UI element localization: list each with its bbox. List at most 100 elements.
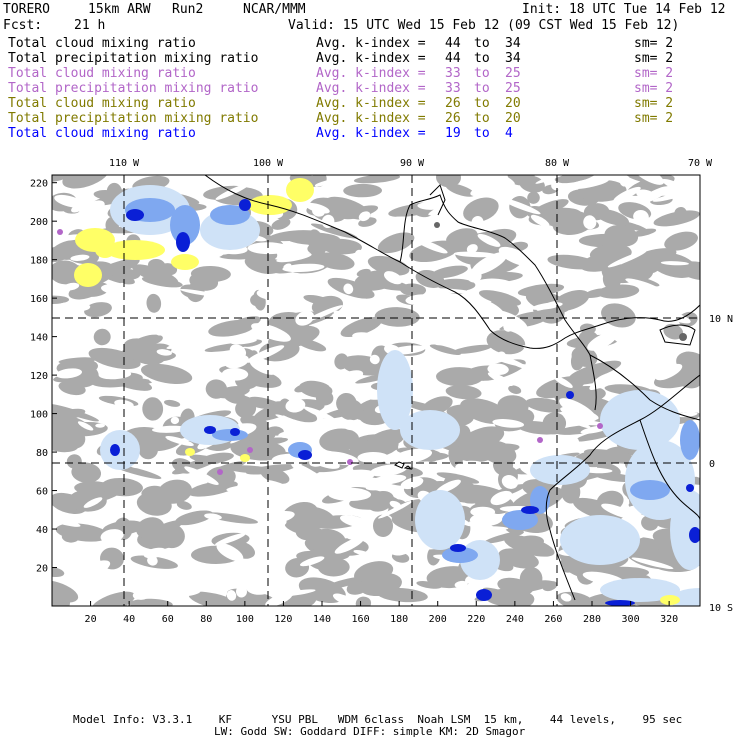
longitude-label: 100 W	[253, 158, 284, 169]
clear-gap	[85, 200, 105, 215]
legend-from: 26	[445, 96, 461, 111]
clear-gap	[369, 464, 408, 477]
clear-gap	[451, 358, 464, 366]
latitude-label: 0	[709, 459, 715, 470]
legend-from: 19	[445, 126, 461, 141]
cloud-mid-blue	[212, 429, 248, 441]
clear-gap	[378, 500, 414, 519]
clear-gap	[546, 570, 578, 587]
clear-gap	[487, 372, 513, 387]
cloud-gray-area	[602, 268, 621, 291]
legend-field: Total precipitation mixing ratio	[8, 111, 259, 126]
clear-gap	[54, 464, 64, 473]
clear-gap	[345, 527, 369, 541]
cloud-mid-blue	[502, 510, 538, 530]
legend-sm: sm= 2	[634, 51, 674, 66]
clear-gap	[276, 253, 312, 263]
clear-gap	[312, 206, 325, 217]
clear-gap	[365, 485, 382, 491]
clear-gap	[77, 560, 111, 580]
legend-sm: sm= 2	[634, 111, 674, 126]
coastline-pacific	[204, 175, 700, 349]
clear-gap	[299, 556, 325, 567]
legend-sm: sm= 2	[634, 36, 674, 51]
cloud-light-blue	[415, 490, 465, 550]
clear-gap	[184, 559, 201, 570]
cloud-gray-area	[678, 261, 700, 281]
cloud-gray-area	[52, 580, 79, 603]
clear-gap	[327, 487, 372, 502]
clear-gap	[438, 324, 448, 333]
x-tick-label: 100	[236, 614, 254, 625]
clear-gap	[334, 536, 365, 554]
cloud-gray-area	[594, 208, 629, 226]
clear-gap	[226, 485, 252, 492]
clear-gap	[531, 333, 544, 343]
y-tick-label: 60	[36, 487, 48, 498]
clear-gap	[62, 302, 91, 313]
x-tick-label: 20	[85, 614, 97, 625]
header-org: NCAR/MMM	[243, 2, 306, 17]
latitude-label: 10 N	[709, 314, 733, 325]
clear-gap	[264, 515, 287, 528]
precip-purple	[347, 459, 353, 465]
clear-gap	[560, 593, 572, 602]
cloud-gray-area	[93, 190, 121, 200]
clear-gap	[230, 338, 257, 345]
cloud-gray-area	[452, 344, 492, 354]
border-line	[639, 419, 700, 521]
clear-gap	[535, 175, 576, 184]
latitude-label: 10 S	[709, 603, 733, 614]
legend-from: 26	[445, 111, 461, 126]
clear-gap	[338, 471, 366, 479]
cloud-gray-area	[136, 517, 165, 540]
clear-gap	[242, 475, 255, 488]
precip-yellow	[185, 448, 195, 456]
clear-gap	[414, 238, 448, 254]
clear-gap	[148, 379, 183, 396]
clear-gap	[297, 468, 320, 479]
clear-gap	[661, 178, 690, 194]
clear-gap	[281, 536, 299, 548]
legend-to: 34	[505, 36, 521, 51]
clear-gap	[553, 375, 573, 388]
clear-gap	[587, 331, 618, 351]
clear-gap	[264, 479, 286, 488]
cloud-gray-area	[542, 581, 558, 592]
y-tick-label: 180	[30, 256, 48, 267]
cloud-mid-blue	[630, 480, 670, 500]
clear-gap	[428, 197, 466, 216]
legend-to-word: to	[474, 111, 490, 126]
clear-gap	[424, 302, 445, 316]
clear-gap	[256, 288, 284, 300]
y-tick-label: 20	[36, 564, 48, 575]
precip-yellow	[660, 595, 680, 605]
clear-gap	[223, 175, 252, 186]
clear-gap	[633, 209, 649, 224]
cloud-gray-area	[570, 349, 586, 371]
clear-gap	[479, 175, 515, 186]
coastline-caribbean	[399, 194, 597, 411]
clear-gap	[249, 360, 276, 375]
cloud-gray-area	[374, 307, 420, 327]
clear-gap	[314, 179, 337, 187]
legend-kindex: Avg. k-index =	[316, 66, 426, 81]
clear-gap	[453, 251, 497, 258]
cloud-gray-area	[519, 567, 543, 591]
clear-gap	[169, 587, 201, 597]
legend-from: 33	[445, 66, 461, 81]
clear-gap	[285, 398, 306, 413]
cloud-gray-area	[285, 232, 341, 246]
clear-gap	[384, 271, 403, 285]
cloud-gray-area	[429, 344, 462, 355]
clear-gap	[156, 349, 172, 356]
legend-field: Total cloud mixing ratio	[8, 96, 196, 111]
legend-sm: sm= 2	[634, 96, 674, 111]
clear-gap	[184, 466, 219, 486]
cloud-gray-area	[138, 440, 158, 460]
legend-field: Total precipitation mixing ratio	[8, 51, 259, 66]
precip-yellow	[286, 178, 314, 202]
clear-gap	[391, 216, 427, 226]
clear-gap	[551, 181, 561, 191]
island-outline	[659, 324, 696, 346]
